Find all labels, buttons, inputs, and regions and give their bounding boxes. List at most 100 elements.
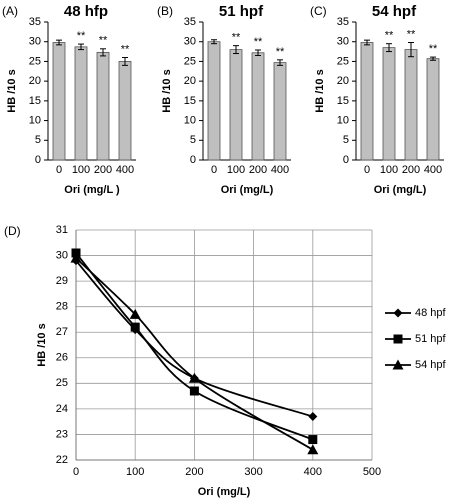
- panel-label: (B): [157, 4, 173, 18]
- y-tick-label: 24: [56, 403, 68, 415]
- error-bar: [56, 39, 62, 46]
- chart-title: 51 hpf: [219, 3, 264, 20]
- y-tick-label: 15: [29, 95, 41, 107]
- significance-label: **: [77, 30, 86, 42]
- bar: [96, 51, 110, 161]
- series-line: [75, 260, 314, 418]
- y-tick-label: 30: [56, 249, 68, 261]
- x-axis-label: Ori (mg/L): [374, 184, 427, 196]
- y-tick-label: 35: [337, 16, 349, 28]
- bar: [426, 58, 440, 161]
- bar: [273, 62, 287, 161]
- y-axis-label: HB /10 s: [36, 323, 48, 366]
- y-tick-label: 28: [56, 301, 68, 313]
- y-tick-label: 29: [56, 275, 68, 287]
- legend-label: 48 hpf: [415, 307, 447, 319]
- y-tick-label: 25: [337, 55, 349, 67]
- error-bar: [78, 43, 84, 51]
- marker: [189, 386, 199, 396]
- y-tick-label: 20: [29, 75, 41, 87]
- y-axis-label: HB /10 s: [6, 69, 18, 112]
- y-tick-label: 30: [29, 36, 41, 48]
- y-tick-label: 10: [337, 114, 349, 126]
- chart-title: 48 hfp: [64, 3, 108, 20]
- x-axis-label: Ori (mg/L): [221, 184, 274, 196]
- significance-label: **: [232, 32, 241, 44]
- y-tick-label: 25: [56, 377, 68, 389]
- x-tick-label: 200: [402, 164, 420, 176]
- y-tick-label: 10: [29, 114, 41, 126]
- x-tick-label: 200: [94, 164, 112, 176]
- x-tick-label: 400: [304, 466, 322, 478]
- error-bar: [122, 56, 128, 66]
- bar: [382, 47, 396, 161]
- x-tick-label: 200: [185, 466, 203, 478]
- x-axis-label: Ori (mg/L): [198, 486, 251, 498]
- x-tick-label: 400: [424, 164, 442, 176]
- panel-label: (C): [310, 4, 327, 18]
- y-tick-label: 22: [56, 454, 68, 466]
- significance-label: **: [429, 43, 438, 55]
- error-bar: [364, 39, 370, 46]
- x-tick-label: 0: [73, 466, 79, 478]
- marker: [188, 372, 200, 383]
- panel-label: (A): [2, 4, 18, 18]
- y-tick-label: 5: [343, 134, 349, 146]
- significance-label: **: [121, 43, 130, 55]
- x-tick-label: 100: [227, 164, 245, 176]
- bar: [207, 41, 221, 161]
- x-tick-label: 200: [249, 164, 267, 176]
- y-tick-label: 35: [29, 16, 41, 28]
- error-bar: [430, 56, 436, 61]
- y-tick-label: 20: [337, 75, 349, 87]
- y-tick-label: 5: [35, 134, 41, 146]
- marker: [393, 334, 403, 344]
- x-axis-label: Ori (mg/L ): [64, 184, 120, 196]
- marker: [308, 412, 318, 422]
- y-tick-label: 31: [56, 224, 68, 236]
- marker: [129, 308, 141, 319]
- y-axis-label: HB /10 s: [161, 69, 173, 112]
- significance-label: **: [407, 28, 416, 40]
- marker: [308, 435, 318, 445]
- y-tick-label: 15: [184, 95, 196, 107]
- y-tick-label: 20: [184, 75, 196, 87]
- significance-label: **: [385, 30, 394, 42]
- y-tick-label: 10: [184, 114, 196, 126]
- error-bar: [100, 48, 106, 57]
- error-bar: [386, 43, 392, 53]
- y-tick-label: 0: [190, 154, 196, 166]
- bar: [74, 46, 88, 161]
- marker: [392, 359, 404, 370]
- bar: [52, 42, 66, 161]
- x-tick-label: 300: [244, 466, 262, 478]
- bar: [118, 61, 132, 161]
- marker: [70, 252, 82, 263]
- x-tick-label: 400: [271, 164, 289, 176]
- bar: [229, 49, 243, 161]
- y-tick-label: 5: [190, 134, 196, 146]
- y-tick-label: 23: [56, 428, 68, 440]
- x-tick-label: 0: [364, 164, 370, 176]
- legend-label: 51 hpf: [415, 333, 447, 345]
- panel-label: (D): [4, 224, 21, 238]
- y-tick-label: 30: [184, 36, 196, 48]
- y-tick-label: 15: [337, 95, 349, 107]
- marker: [393, 308, 403, 318]
- significance-label: **: [276, 46, 285, 58]
- marker: [130, 322, 140, 332]
- y-tick-label: 25: [184, 55, 196, 67]
- x-tick-label: 400: [116, 164, 134, 176]
- significance-label: **: [99, 35, 108, 47]
- x-tick-label: 0: [211, 164, 217, 176]
- bar: [404, 49, 418, 161]
- x-tick-label: 0: [56, 164, 62, 176]
- marker: [307, 444, 319, 455]
- y-tick-label: 0: [343, 154, 349, 166]
- x-tick-label: 500: [363, 466, 381, 478]
- error-bar: [255, 49, 261, 57]
- chart-title: 54 hpf: [372, 3, 417, 20]
- y-axis-label: HB /10 s: [314, 69, 326, 112]
- y-tick-label: 27: [56, 326, 68, 338]
